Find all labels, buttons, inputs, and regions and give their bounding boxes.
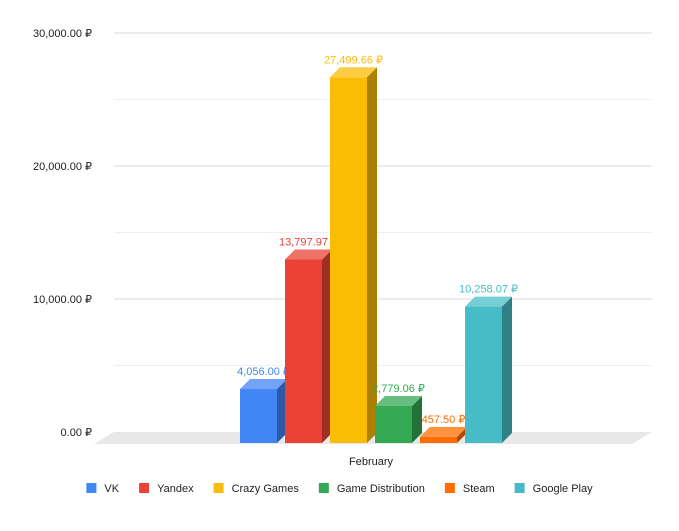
y-tick-label: 10,000.00 ₽ [33, 294, 92, 306]
y-tick-label: 20,000.00 ₽ [33, 161, 92, 173]
legend-swatch [86, 483, 97, 493]
data-label: 2,779.06 ₽ [372, 383, 425, 395]
legend-swatch [444, 483, 455, 493]
data-label: 27,499.66 ₽ [324, 54, 383, 66]
bar-side [277, 379, 287, 443]
bar-front [375, 406, 412, 443]
bar-front [330, 77, 367, 444]
bar-front [240, 389, 277, 443]
bar-side [322, 249, 332, 443]
bar-top [420, 426, 467, 437]
legend-label: Crazy Games [232, 483, 300, 495]
y-tick-label: 0.00 ₽ [61, 427, 92, 439]
data-label: 457.50 ₽ [422, 414, 466, 426]
bar-top [330, 67, 377, 78]
bar-top [285, 249, 332, 260]
data-label: 13,797.97 ₽ [279, 236, 338, 248]
data-label: 10,258.07 ₽ [459, 284, 518, 296]
x-category-label: February [349, 456, 394, 468]
bar-side [502, 296, 512, 443]
legend-label: Game Distribution [337, 483, 425, 495]
legend-swatch [514, 483, 525, 493]
bar-front [420, 436, 457, 443]
bar-side [367, 67, 377, 444]
bar-side [412, 396, 422, 443]
legend-swatch [318, 483, 329, 493]
legend-label: Yandex [157, 483, 194, 495]
bar-top [465, 296, 512, 307]
legend-label: Steam [463, 483, 495, 495]
data-label: 4,056.00 ₽ [237, 366, 290, 378]
bar-side [457, 426, 467, 443]
bar-front [465, 306, 502, 443]
legend-swatch [213, 483, 224, 493]
legend-label: Google Play [533, 483, 593, 495]
bar-top [240, 379, 287, 390]
y-tick-label: 30,000.00 ₽ [33, 28, 92, 40]
bar-top [375, 396, 422, 407]
chart-floor [94, 432, 652, 444]
bar-front [285, 259, 322, 443]
legend-swatch [139, 483, 150, 493]
legend-label: VK [104, 483, 119, 495]
